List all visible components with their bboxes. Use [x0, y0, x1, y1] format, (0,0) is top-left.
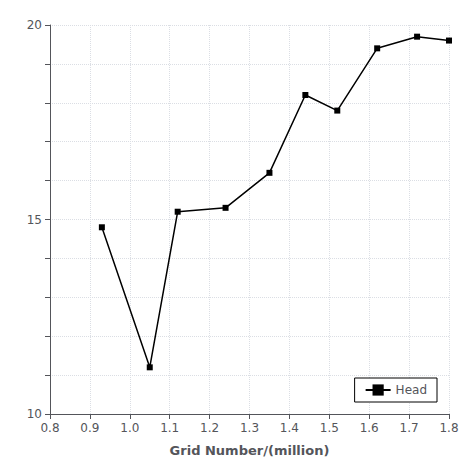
svg-text:Head: Head	[396, 383, 427, 397]
svg-text:1.5: 1.5	[320, 421, 339, 435]
svg-text:1.4: 1.4	[280, 421, 299, 435]
svg-text:1.8: 1.8	[439, 421, 458, 435]
svg-text:0.9: 0.9	[80, 421, 99, 435]
svg-text:1.1: 1.1	[160, 421, 179, 435]
svg-text:1.3: 1.3	[240, 421, 259, 435]
svg-text:Grid Number/(million): Grid Number/(million)	[170, 443, 330, 458]
svg-text:1.2: 1.2	[200, 421, 219, 435]
svg-text:1.7: 1.7	[400, 421, 419, 435]
svg-text:10: 10	[27, 407, 42, 421]
svg-text:0.8: 0.8	[40, 421, 59, 435]
svg-text:20: 20	[27, 18, 42, 32]
svg-text:1.6: 1.6	[360, 421, 379, 435]
svg-text:1.0: 1.0	[120, 421, 139, 435]
svg-text:15: 15	[27, 213, 42, 227]
